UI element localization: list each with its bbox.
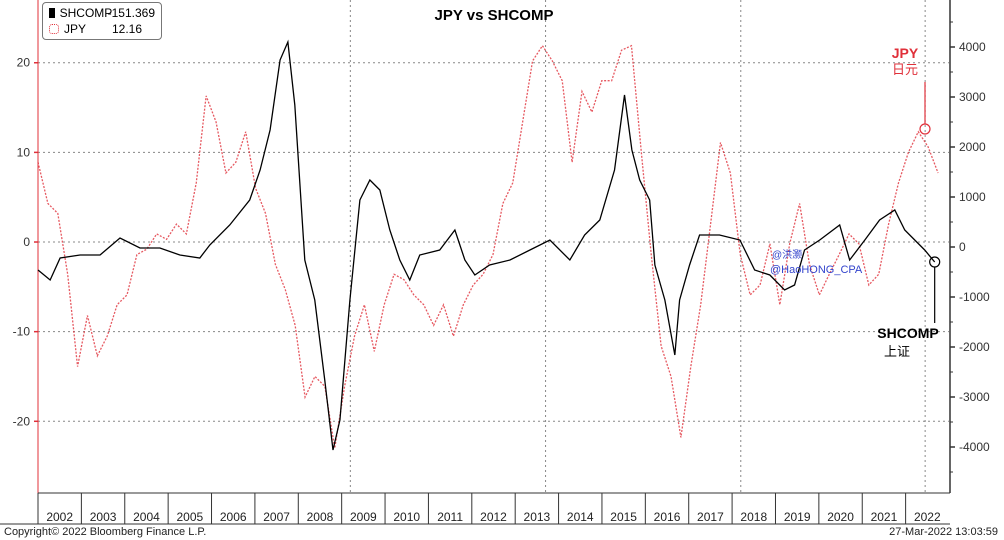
x-tick-label: 2020 <box>827 510 854 524</box>
right-tick-label: -3000 <box>959 390 990 404</box>
x-tick-label: 2014 <box>567 510 594 524</box>
legend-swatch-jpy <box>49 24 59 34</box>
chart-svg: 20100-10-2040003000200010000-1000-2000-3… <box>0 0 990 525</box>
left-tick-label: -10 <box>13 325 31 339</box>
legend-value: 12.16 <box>112 22 143 36</box>
annotation-sublabel-shcomp: 上证 <box>884 344 910 359</box>
left-tick-label: 0 <box>23 235 30 249</box>
x-tick-label: 2021 <box>871 510 898 524</box>
legend-item-jpy: JPY 12.16 <box>49 21 155 37</box>
x-tick-label: 2016 <box>654 510 681 524</box>
watermark-line-2: @HaoHONG_CPA <box>770 264 863 276</box>
x-tick-label: 2018 <box>740 510 767 524</box>
copyright-text: Copyright© 2022 Bloomberg Finance L.P. <box>4 526 207 538</box>
x-tick-label: 2007 <box>263 510 290 524</box>
right-tick-label: -1000 <box>959 290 990 304</box>
x-tick-label: 2005 <box>176 510 203 524</box>
legend-swatch-shcomp <box>49 8 55 18</box>
x-tick-label: 2019 <box>784 510 811 524</box>
right-tick-label: 2000 <box>959 140 986 154</box>
x-tick-label: 2013 <box>524 510 551 524</box>
left-tick-label: 20 <box>17 56 31 70</box>
left-tick-label: 10 <box>17 145 31 159</box>
x-tick-label: 2006 <box>220 510 247 524</box>
legend: SHCOMP -151.369 JPY 12.16 <box>42 2 162 40</box>
legend-item-shcomp: SHCOMP -151.369 <box>49 5 155 21</box>
x-tick-label: 2004 <box>133 510 160 524</box>
left-tick-label: -20 <box>13 414 31 428</box>
timestamp-text: 27-Mar-2022 13:03:59 <box>889 526 998 538</box>
legend-label: SHCOMP <box>59 6 113 20</box>
right-tick-label: 3000 <box>959 90 986 104</box>
series-line-jpy <box>37 44 939 449</box>
legend-value: -151.369 <box>107 6 155 20</box>
right-tick-label: 0 <box>959 240 966 254</box>
annotation-sublabel-jpy: 日元 <box>892 62 918 77</box>
right-tick-label: 4000 <box>959 40 986 54</box>
x-tick-label: 2017 <box>697 510 724 524</box>
x-tick-label: 2015 <box>610 510 637 524</box>
watermark-line-1: @洪灏 <box>772 249 802 261</box>
chart-title: JPY vs SHCOMP <box>435 7 554 24</box>
x-tick-label: 2022 <box>914 510 941 524</box>
right-tick-label: 1000 <box>959 190 986 204</box>
annotation-label-jpy: JPY <box>892 45 919 61</box>
right-tick-label: -4000 <box>959 440 990 454</box>
series-line-shcomp <box>37 39 936 451</box>
x-tick-label: 2012 <box>480 510 507 524</box>
annotation-label-shcomp: SHCOMP <box>877 325 938 341</box>
x-tick-label: 2011 <box>437 510 463 524</box>
legend-label: JPY <box>64 22 87 36</box>
x-tick-label: 2009 <box>350 510 377 524</box>
x-tick-label: 2002 <box>46 510 73 524</box>
annotation-marker-jpy <box>919 123 931 135</box>
x-tick-label: 2003 <box>90 510 117 524</box>
x-tick-label: 2010 <box>393 510 420 524</box>
x-tick-label: 2008 <box>307 510 334 524</box>
right-tick-label: -2000 <box>959 340 990 354</box>
